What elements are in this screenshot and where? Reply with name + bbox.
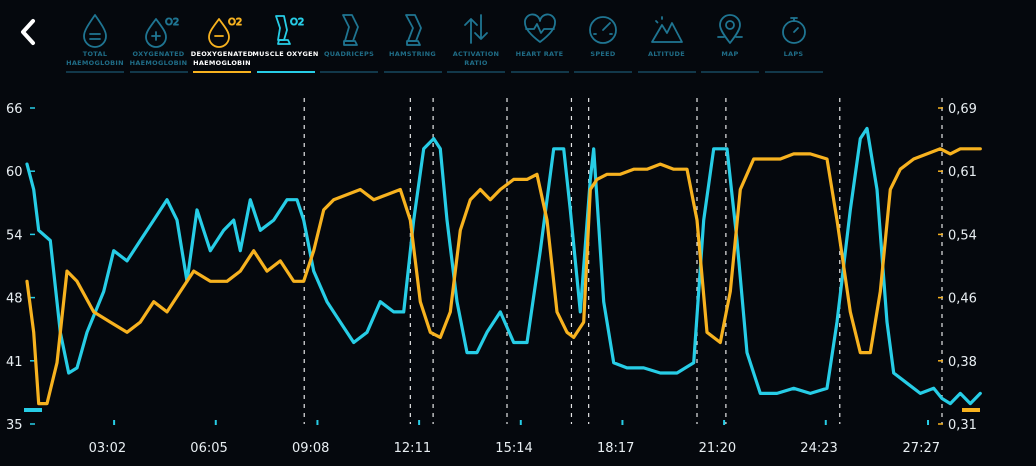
- y-right-tick-label: 0,61: [948, 165, 977, 180]
- tab-quadriceps[interactable]: QUADRICEPS: [320, 10, 378, 76]
- svg-text:O2: O2: [228, 17, 242, 28]
- tab-underline: [701, 71, 759, 73]
- tab-oxygenated-haemoglobin[interactable]: O2 OXYGENATED HAEMOGLOBIN: [129, 10, 188, 76]
- leg-o2-icon: O2: [274, 15, 304, 45]
- mountain-icon: [650, 16, 683, 43]
- tab-label: MUSCLE OXYGEN: [252, 50, 319, 58]
- tab-underline: [193, 71, 251, 73]
- tab-underline: [510, 71, 569, 73]
- y-left-tick-label: 54: [6, 228, 23, 243]
- tab-activation-ratio[interactable]: ACTIVATION RATIO: [447, 10, 505, 76]
- tab-label: SPEED: [590, 50, 616, 58]
- tab-map[interactable]: MAP: [701, 10, 759, 76]
- y-right-tick-label: 0,31: [948, 418, 977, 433]
- y-right-tick-label: 0,38: [948, 355, 977, 370]
- back-button[interactable]: [14, 14, 44, 50]
- x-tick-label: 03:02: [89, 441, 126, 456]
- tab-label: HEART RATE: [515, 50, 564, 58]
- orange-series-line: [25, 147, 982, 406]
- x-tick-label: 09:08: [292, 441, 329, 456]
- tab-label: QUADRICEPS: [323, 50, 375, 58]
- y-left-tick-label: 48: [6, 292, 23, 307]
- tab-label: ACTIVATION RATIO: [452, 50, 500, 67]
- tab-underline: [66, 71, 124, 73]
- tab-label: MAP: [721, 50, 739, 58]
- tab-underline: [764, 71, 823, 73]
- tab-hamstring[interactable]: HAMSTRING: [383, 10, 442, 76]
- tab-heart-rate[interactable]: HEART RATE: [510, 10, 569, 76]
- quadriceps-icon: [342, 14, 359, 46]
- x-tick-label: 15:14: [495, 441, 532, 456]
- tab-total-haemoglobin[interactable]: TOTAL HAEMOGLOBIN: [66, 10, 124, 76]
- tab-underline: [447, 71, 505, 73]
- y-left-tick-label: 41: [6, 355, 23, 370]
- y-right-tick-label: 0,69: [948, 102, 977, 117]
- x-tick-label: 24:23: [800, 441, 837, 456]
- tab-label: HAMSTRING: [389, 50, 436, 58]
- svg-text:O2: O2: [165, 17, 179, 28]
- arrows-up-down-icon: [464, 14, 488, 44]
- tab-underline: [320, 71, 378, 73]
- y-right-tick-label: 0,46: [948, 292, 977, 307]
- tab-laps[interactable]: LAPS: [764, 10, 823, 76]
- tab-underline: [574, 71, 632, 73]
- y-left-tick-label: 60: [6, 165, 23, 180]
- y-left-tick-label: 66: [6, 102, 23, 117]
- tab-label: TOTAL HAEMOGLOBIN: [66, 50, 124, 67]
- drop-equals-icon: [83, 14, 107, 48]
- chevron-left-icon: [21, 19, 35, 45]
- tab-muscle-oxygen[interactable]: O2 MUSCLE OXYGEN: [252, 10, 318, 76]
- stopwatch-icon: [781, 17, 806, 44]
- drop-minus-o2-icon: O2: [208, 17, 243, 48]
- svg-text:O2: O2: [290, 17, 304, 28]
- hamstring-icon: [404, 14, 422, 46]
- y-left-tick-label: 35: [6, 418, 23, 433]
- tab-underline: [383, 71, 442, 73]
- tab-altitude[interactable]: ALTITUDE: [637, 10, 696, 76]
- x-tick-label: 12:11: [394, 441, 431, 456]
- x-tick-label: 06:05: [190, 441, 227, 456]
- heart-pulse-icon: [523, 13, 556, 43]
- cyan-series-line: [25, 126, 982, 406]
- tab-underline: [637, 71, 696, 73]
- speedometer-icon: [589, 16, 617, 44]
- x-tick-label: 18:17: [597, 441, 634, 456]
- chart-area: 35 41 48 54 60 66 0,31 0,38 0,46 0,54 0,61 0,69 03:0…: [6, 98, 982, 456]
- tab-label: ALTITUDE: [648, 50, 685, 58]
- tab-underline: [256, 71, 315, 73]
- tab-underline: [129, 71, 188, 73]
- y-right-tick-label: 0,54: [948, 228, 977, 243]
- tab-label: OXYGENATED HAEMOGLOBIN: [129, 50, 188, 67]
- map-pin-icon: [717, 14, 743, 44]
- drop-plus-o2-icon: O2: [144, 17, 179, 48]
- x-tick-label: 27:27: [903, 441, 940, 456]
- tab-speed[interactable]: SPEED: [574, 10, 632, 76]
- tab-deoxygenated-haemoglobin[interactable]: O2 DEOXYGENATED HAEMOGLOBIN: [191, 10, 253, 76]
- x-tick-label: 21:20: [699, 441, 736, 456]
- tab-label: DEOXYGENATED HAEMOGLOBIN: [190, 50, 254, 67]
- tab-label: LAPS: [783, 50, 804, 58]
